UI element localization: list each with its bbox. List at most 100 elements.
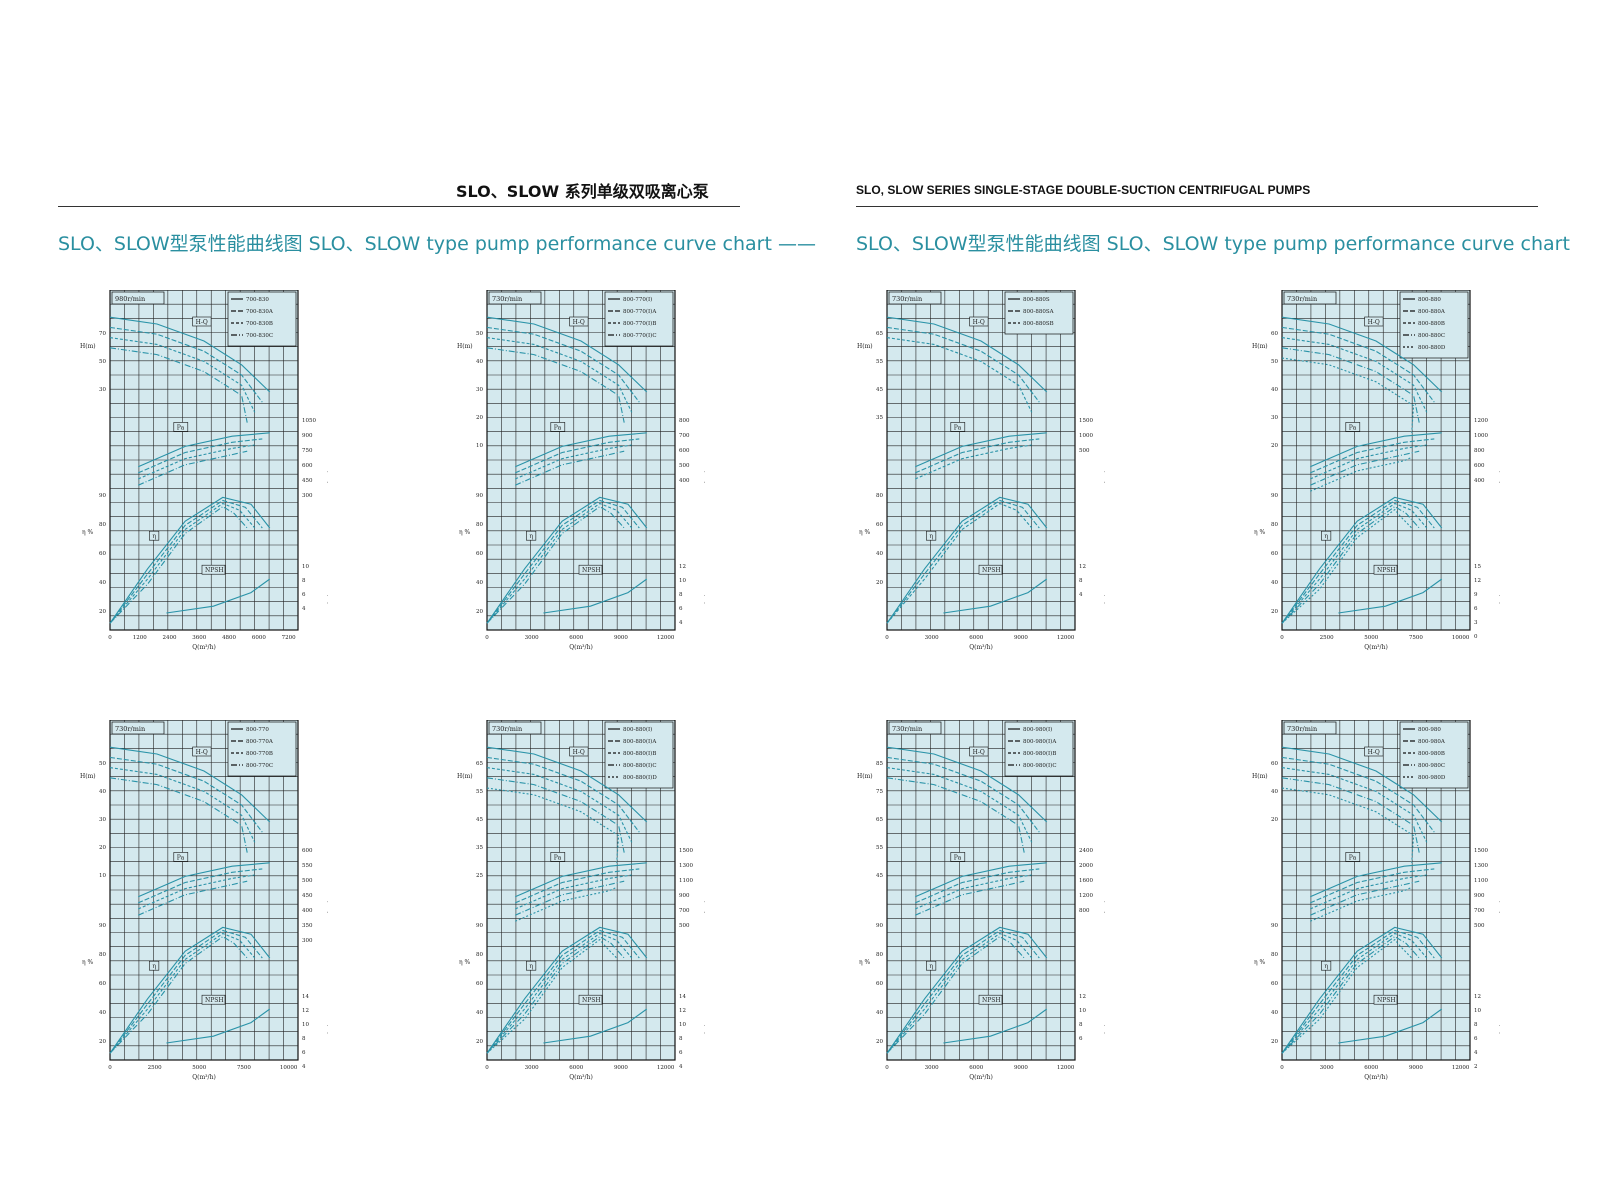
h-tick: 25 [476,873,483,879]
efficiency-tick: 20 [99,609,106,615]
legend-entry: 700-830B [246,321,273,327]
x-axis-label: Q(m³/h) [569,1074,593,1081]
hq-curve [109,316,271,393]
power-tick: 2000 [1079,863,1093,869]
h-tick: 40 [476,359,483,365]
npsh-label: NPSH [982,997,1001,1004]
efficiency-axis-label: η % [82,529,94,536]
chart-svg: 730r/min 800-880(I) 800-880(I)A 800-880(I)B… [457,720,705,1081]
efficiency-curve [486,926,648,1054]
x-tick: 7200 [282,635,296,641]
npsh-tick: 14 [679,994,686,1000]
power-axis-label: P(kw) [1103,466,1105,484]
npsh-tick: 12 [679,564,686,570]
hq-curve [109,746,271,823]
left-chart-subtitle: SLO、SLOW型泵性能曲线图 SLO、SLOW type pump perfo… [58,233,816,255]
x-tick: 6000 [569,635,583,641]
hq-curve [1281,347,1420,423]
npsh-curve [1338,1008,1443,1044]
efficiency-label: η [529,533,533,540]
efficiency-tick: 90 [876,923,883,929]
efficiency-tick: 20 [476,1039,483,1045]
efficiency-curve [109,505,248,624]
npsh-tick: 12 [1079,994,1086,1000]
npsh-tick: 6 [302,1050,306,1056]
h-tick: 20 [1271,817,1278,823]
legend-entry: 800-770 [246,727,269,733]
efficiency-tick: 80 [1271,952,1278,958]
x-tick: 4800 [222,635,236,641]
power-curve [514,868,640,904]
npsh-label: NPSH [982,567,1001,574]
efficiency-label-box [1321,530,1332,541]
x-axis-label: Q(m³/h) [192,1074,216,1081]
efficiency-label: η [929,963,933,970]
power-label: Pa [1349,424,1357,431]
npsh-axis-label: NPSH(m) [1498,575,1500,604]
power-tick: 400 [1474,478,1485,484]
legend-box [227,721,297,777]
x-tick: 12000 [657,1065,675,1071]
npsh-tick: 4 [302,606,306,612]
h-tick: 45 [476,817,483,823]
x-tick: 9000 [614,635,628,641]
h-tick: 45 [876,387,883,393]
power-tick: 500 [679,923,690,929]
efficiency-label-box [926,960,937,971]
npsh-tick: 9 [1474,592,1478,598]
hq-label: H-Q [196,749,208,756]
hq-curve [1281,337,1428,413]
efficiency-tick: 40 [99,580,106,586]
efficiency-label: η [529,963,533,970]
x-tick: 12000 [657,635,675,641]
legend-entry: 800-880(I) [623,726,652,733]
power-tick: 500 [1474,923,1485,929]
x-axis-label: Q(m³/h) [1364,1074,1388,1081]
efficiency-axis-label: η % [1254,529,1266,536]
npsh-tick: 10 [679,578,686,584]
power-label: Pa [954,854,962,861]
hq-curve [109,767,256,843]
power-axis-label: P(kw) [703,466,705,484]
efficiency-tick: 90 [476,923,483,929]
x-tick: 9000 [1014,635,1028,641]
efficiency-axis-label: η % [859,959,871,966]
efficiency-curve [109,929,263,1054]
performance-chart-1: 980r/min 700-830 700-830A 700-830B 700-830C H… [78,290,328,660]
power-tick: 1500 [1474,848,1488,854]
x-tick: 12000 [1057,1065,1075,1071]
hq-curve [486,787,620,863]
legend-entry: 800-770(I) [623,296,652,303]
efficiency-label: η [152,533,156,540]
h-axis-label: H(m) [80,343,96,350]
h-tick: 40 [99,789,106,795]
power-curve [514,450,625,486]
hq-curve [486,767,633,843]
efficiency-curve [1281,505,1420,624]
legend-entry: 800-880S [1023,297,1050,303]
hq-curve [486,337,633,413]
h-axis-label: H(m) [857,343,873,350]
h-tick: 20 [1271,443,1278,449]
efficiency-tick: 20 [99,1039,106,1045]
legend-entry: 800-880SB [1023,321,1054,327]
h-tick: 50 [476,331,483,337]
efficiency-tick: 40 [476,1010,483,1016]
efficiency-curve [1281,508,1413,624]
efficiency-curve [486,499,640,624]
npsh-label-box [578,994,603,1005]
efficiency-tick: 40 [876,551,883,557]
x-tick: 3000 [925,1065,939,1071]
h-tick: 50 [99,761,106,767]
npsh-curve [166,1008,271,1044]
power-curve [137,868,263,904]
legend-entry: 800-770(I)B [623,320,656,327]
legend-entry: 800-880(I)D [623,774,657,781]
power-curve [1309,880,1420,916]
power-tick: 1300 [679,863,693,869]
efficiency-tick: 60 [99,981,106,987]
legend-entry: 800-770B [246,751,273,757]
npsh-curve [166,578,271,614]
hq-curve [886,746,1048,823]
x-tick: 3000 [1320,1065,1334,1071]
